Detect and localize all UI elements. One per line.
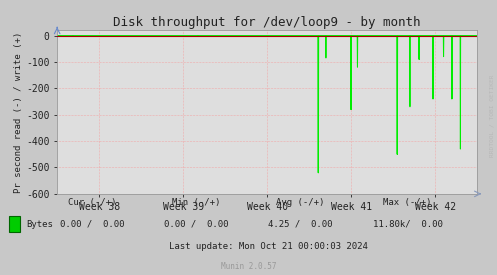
- Text: Munin 2.0.57: Munin 2.0.57: [221, 262, 276, 271]
- Text: Last update: Mon Oct 21 00:00:03 2024: Last update: Mon Oct 21 00:00:03 2024: [169, 242, 368, 251]
- Text: 0.00 /  0.00: 0.00 / 0.00: [164, 220, 229, 229]
- Text: Cur (-/+): Cur (-/+): [68, 198, 116, 207]
- Y-axis label: Pr second read (-) / write (+): Pr second read (-) / write (+): [14, 31, 23, 193]
- Text: Bytes: Bytes: [26, 220, 53, 229]
- Title: Disk throughput for /dev/loop9 - by month: Disk throughput for /dev/loop9 - by mont…: [113, 16, 421, 29]
- Text: 0.00 /  0.00: 0.00 / 0.00: [60, 220, 124, 229]
- Text: RRDTOOL / TOBI OETIKER: RRDTOOL / TOBI OETIKER: [490, 74, 495, 157]
- Text: Max (-/+): Max (-/+): [383, 198, 432, 207]
- Text: 11.80k/  0.00: 11.80k/ 0.00: [373, 220, 442, 229]
- Text: Avg (-/+): Avg (-/+): [276, 198, 325, 207]
- Text: Min (-/+): Min (-/+): [172, 198, 221, 207]
- Text: 4.25 /  0.00: 4.25 / 0.00: [268, 220, 333, 229]
